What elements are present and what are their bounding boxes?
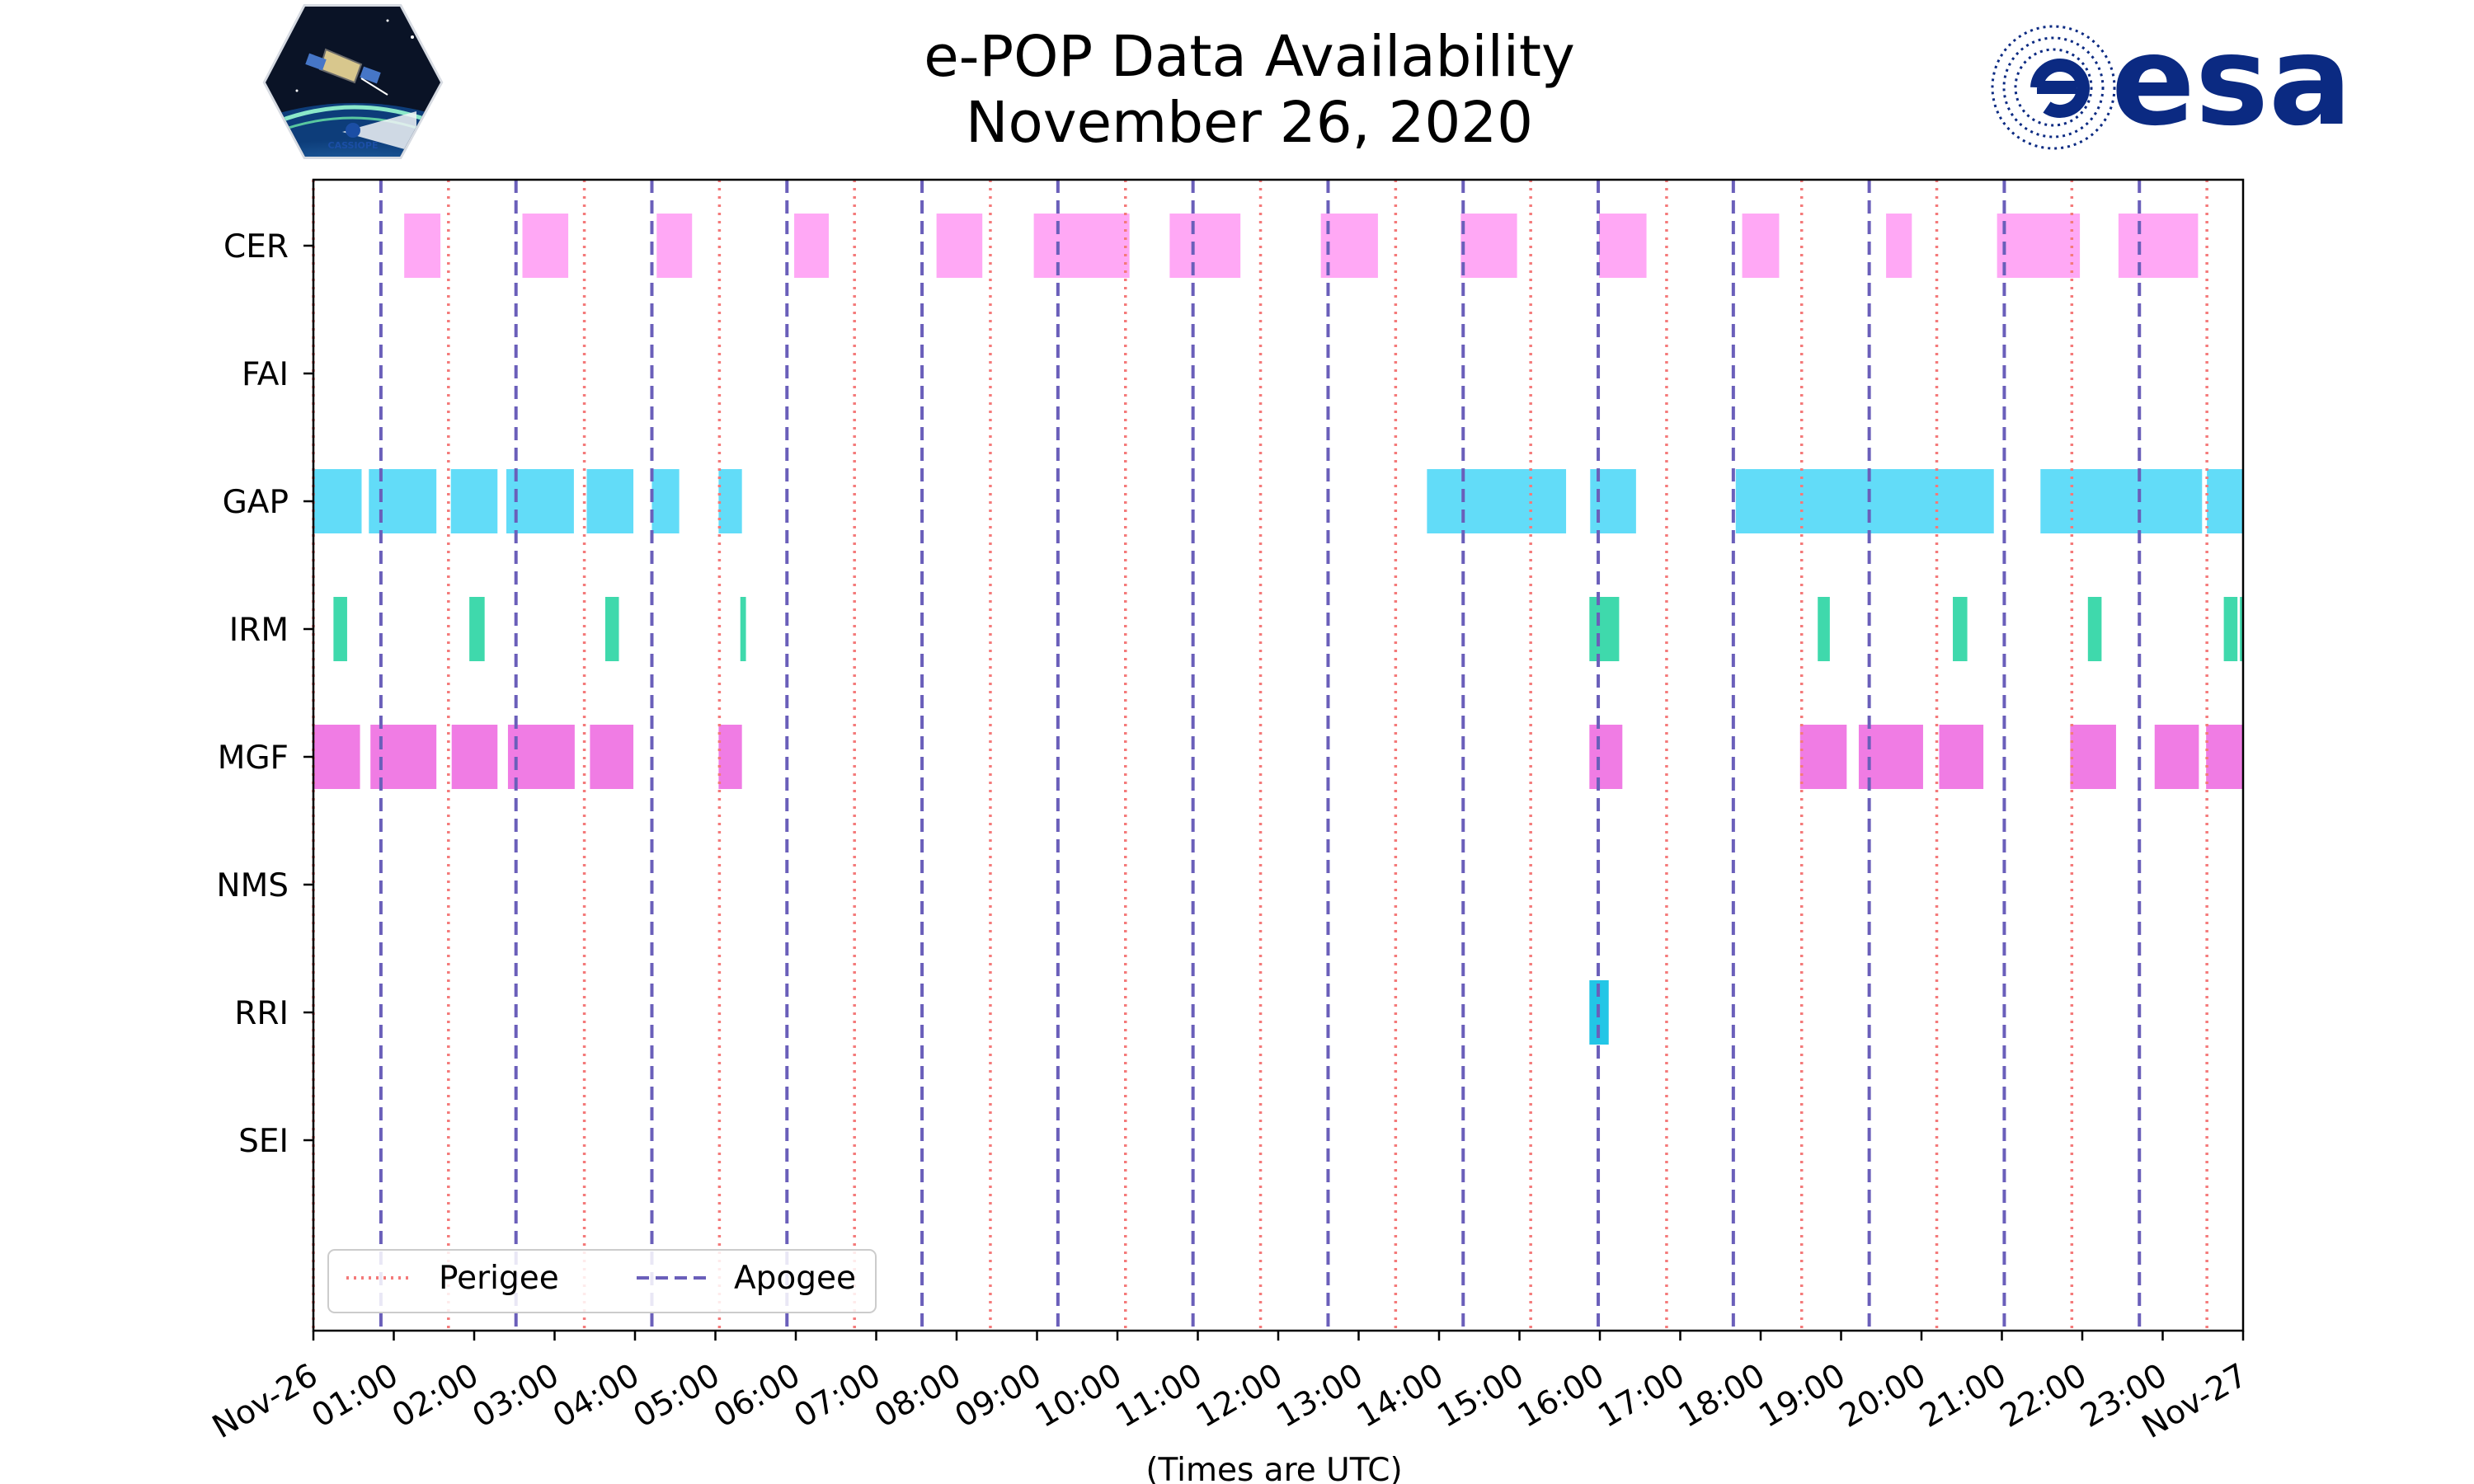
bar-mgf-4 [590,725,634,789]
legend-apogee-label: Apogee [734,1260,856,1297]
x-tick-label-17: 17:00 [1592,1357,1691,1435]
x-axis: Nov-2601:0002:0003:0004:0005:0006:0007:0… [206,1331,2254,1446]
bar-irm-5 [1818,597,1830,661]
y-tick-label-rri: RRI [234,995,289,1032]
bar-mgf-9 [1939,725,1984,789]
bar-cer-10 [1742,214,1780,278]
bar-cer-7 [1320,214,1378,278]
bar-mgf-11 [2154,725,2199,789]
bar-irm-8 [2223,597,2238,661]
x-tick-label-11: 11:00 [1110,1357,1209,1435]
bar-gap-7 [1427,469,1567,533]
x-tick-label-5: 05:00 [628,1357,727,1435]
x-tick-label-22: 22:00 [1994,1357,2093,1435]
bar-cer-11 [1886,214,1912,278]
bar-cer-2 [656,214,693,278]
bar-irm-2 [604,597,619,661]
bar-gap-9 [1735,469,1994,533]
bar-cer-1 [522,214,569,278]
y-tick-label-fai: FAI [242,356,289,393]
x-tick-label-4: 04:00 [547,1357,646,1435]
esa-logo-text: esa [2111,10,2352,153]
bar-mgf-10 [2070,725,2116,789]
bar-irm-3 [740,597,746,661]
bar-gap-4 [586,469,634,533]
bar-mgf-0 [313,725,360,789]
x-tick-label-16: 16:00 [1512,1357,1611,1435]
x-tick-label-7: 07:00 [788,1357,887,1435]
esa-logo: esa [1991,10,2352,153]
y-axis: CER FAI GAP IRM MGF NMS RRI SEI [216,228,313,1160]
bar-gap-5 [651,469,680,533]
y-tick-label-mgf: MGF [218,740,289,777]
cassiope-logo-text: CASSIOPE [328,140,379,151]
bar-gap-2 [450,469,498,533]
bar-cer-6 [1169,214,1241,278]
x-tick-label-19: 19:00 [1753,1357,1852,1435]
legend: Perigee Apogee [327,1249,877,1313]
x-tick-label-21: 21:00 [1914,1357,2013,1435]
bar-cer-13 [2118,214,2199,278]
bar-gap-6 [718,469,742,533]
bar-mgf-7 [1799,725,1847,789]
legend-perigee-label: Perigee [439,1260,559,1297]
x-tick-label-9: 09:00 [949,1357,1048,1435]
legend-box [327,1249,877,1313]
bars-layer [313,214,2244,1045]
y-tick-label-gap: GAP [223,484,289,521]
y-tick-label-irm: IRM [229,612,289,649]
bar-irm-7 [2087,597,2102,661]
bar-cer-9 [1599,214,1647,278]
x-tick-label-15: 15:00 [1432,1357,1531,1435]
y-tick-label-nms: NMS [216,867,289,904]
x-tick-label-20: 20:00 [1833,1357,1932,1435]
x-tick-label-2: 02:00 [386,1357,485,1435]
bar-mgf-12 [2206,725,2243,789]
bar-irm-1 [469,597,485,661]
bar-mgf-2 [451,725,498,789]
x-axis-label: (Times are UTC) [1145,1452,1402,1484]
bar-cer-5 [1033,214,1130,278]
bar-mgf-6 [1589,725,1623,789]
y-tick-label-sei: SEI [238,1123,289,1160]
x-tick-label-0: Nov-26 [206,1357,324,1446]
x-tick-label-12: 12:00 [1190,1357,1289,1435]
y-tick-label-cer: CER [223,228,289,265]
x-tick-label-8: 08:00 [868,1357,967,1435]
bar-gap-11 [2207,469,2243,533]
x-tick-label-3: 03:00 [467,1357,566,1435]
x-tick-label-13: 13:00 [1271,1357,1370,1435]
bar-irm-9 [2240,597,2244,661]
x-tick-label-1: 01:00 [306,1357,405,1435]
bar-irm-0 [333,597,347,661]
bar-cer-0 [404,214,441,278]
bar-mgf-3 [507,725,575,789]
bar-irm-4 [1589,597,1620,661]
x-tick-label-18: 18:00 [1672,1357,1771,1435]
x-tick-label-6: 06:00 [708,1357,807,1435]
bar-cer-8 [1460,214,1517,278]
chart-subtitle: November 26, 2020 [966,90,1533,156]
chart-title: e-POP Data Availability [924,24,1575,90]
bar-gap-1 [369,469,437,533]
x-tick-label-10: 10:00 [1029,1357,1128,1435]
x-tick-label-14: 14:00 [1351,1357,1450,1435]
bar-cer-4 [936,214,983,278]
bar-cer-12 [1997,214,2081,278]
bar-irm-6 [1953,597,1968,661]
bar-gap-10 [2040,469,2203,533]
bar-gap-0 [313,469,362,533]
bar-mgf-5 [718,725,742,789]
bar-cer-3 [794,214,829,278]
